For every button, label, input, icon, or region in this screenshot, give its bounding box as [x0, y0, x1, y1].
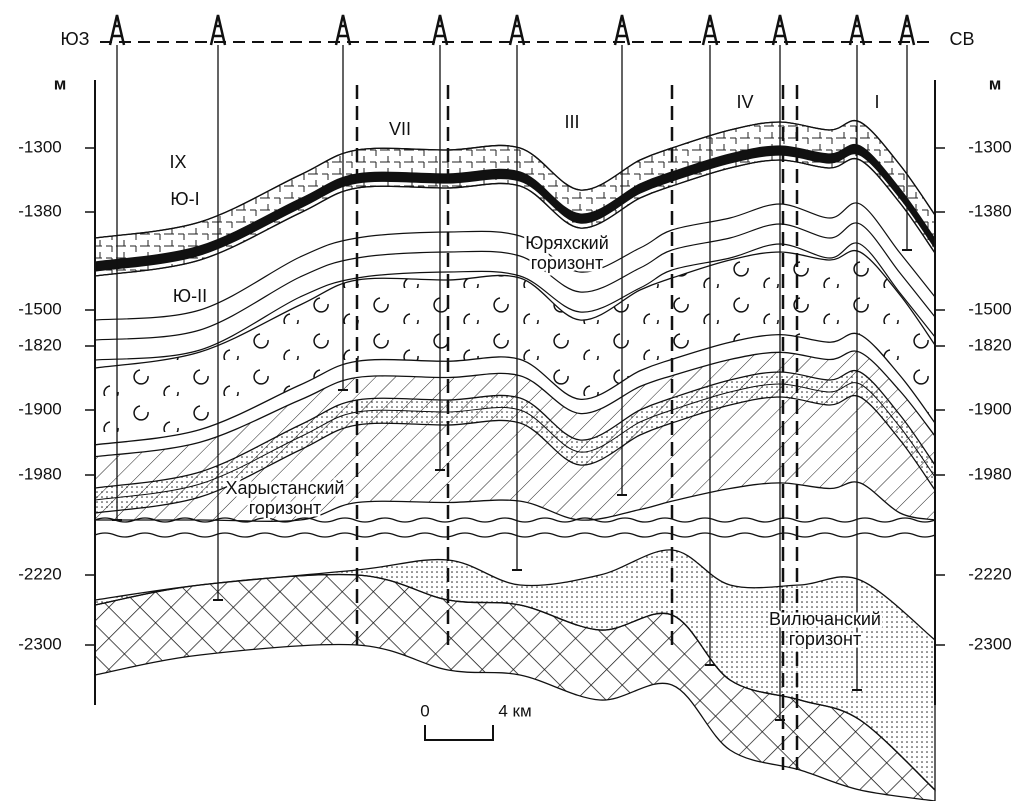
depth-label: -1900 — [968, 399, 1011, 418]
depth-label: -1380 — [968, 201, 1011, 220]
well-icon — [701, 14, 719, 46]
well-icon — [431, 14, 449, 46]
well-icon — [209, 14, 227, 46]
layer-label: Ю-II — [173, 286, 207, 306]
depth-label: -1500 — [968, 299, 1011, 318]
well-icon — [848, 14, 866, 46]
horizon-label: Юряхский — [525, 233, 609, 253]
unconformity — [94, 532, 936, 538]
depth-label: -2220 — [968, 564, 1011, 583]
well-icon — [508, 14, 526, 46]
block-label: IV — [736, 92, 753, 112]
unconformity — [94, 517, 936, 523]
block-label: III — [564, 112, 579, 132]
horizon-line — [94, 242, 936, 361]
block-label: VII — [389, 119, 411, 139]
depth-label: -1980 — [968, 464, 1011, 483]
depth-label: -1820 — [968, 335, 1011, 354]
horizon-line — [94, 202, 936, 321]
block-label: IX — [169, 152, 186, 172]
wells — [108, 14, 916, 721]
scale-start: 0 — [420, 701, 429, 720]
horizon-line — [94, 222, 936, 341]
depth-label: -1300 — [968, 137, 1011, 156]
depth-label: -1900 — [18, 399, 61, 418]
depth-label: -2300 — [968, 634, 1011, 653]
horizon-label: горизонт — [249, 498, 322, 518]
depth-label: -2300 — [18, 634, 61, 653]
well-icon — [334, 14, 352, 46]
depth-label: -2220 — [18, 564, 61, 583]
depth-label: -1500 — [18, 299, 61, 318]
scale-bar — [424, 725, 494, 741]
depth-label: -1380 — [18, 201, 61, 220]
depth-unit: м — [989, 74, 1002, 93]
well-icon — [108, 14, 126, 46]
scale-end: 4 км — [498, 701, 531, 720]
layer-label: Ю-I — [170, 189, 199, 209]
depth-label: -1300 — [18, 137, 61, 156]
horizon-label: Вилючанский — [769, 609, 881, 629]
direction-right: СВ — [949, 29, 974, 49]
depth-label: -1980 — [18, 464, 61, 483]
horizon-label: горизонт — [789, 629, 862, 649]
block-label: I — [874, 92, 879, 112]
well-icon — [898, 14, 916, 46]
direction-left: ЮЗ — [60, 29, 89, 49]
well-icon — [771, 14, 789, 46]
horizon-label: Харыстанский — [226, 478, 345, 498]
depth-unit: м — [54, 74, 67, 93]
horizon-line — [94, 382, 936, 501]
well-icon — [613, 14, 631, 46]
geology — [94, 85, 936, 802]
depth-scale: -1300 -1300 -1380 -1380 -1500 -1500 -1820 -1820… — [18, 137, 1011, 653]
horizon-label: горизонт — [531, 253, 604, 273]
depth-label: -1820 — [18, 335, 61, 354]
